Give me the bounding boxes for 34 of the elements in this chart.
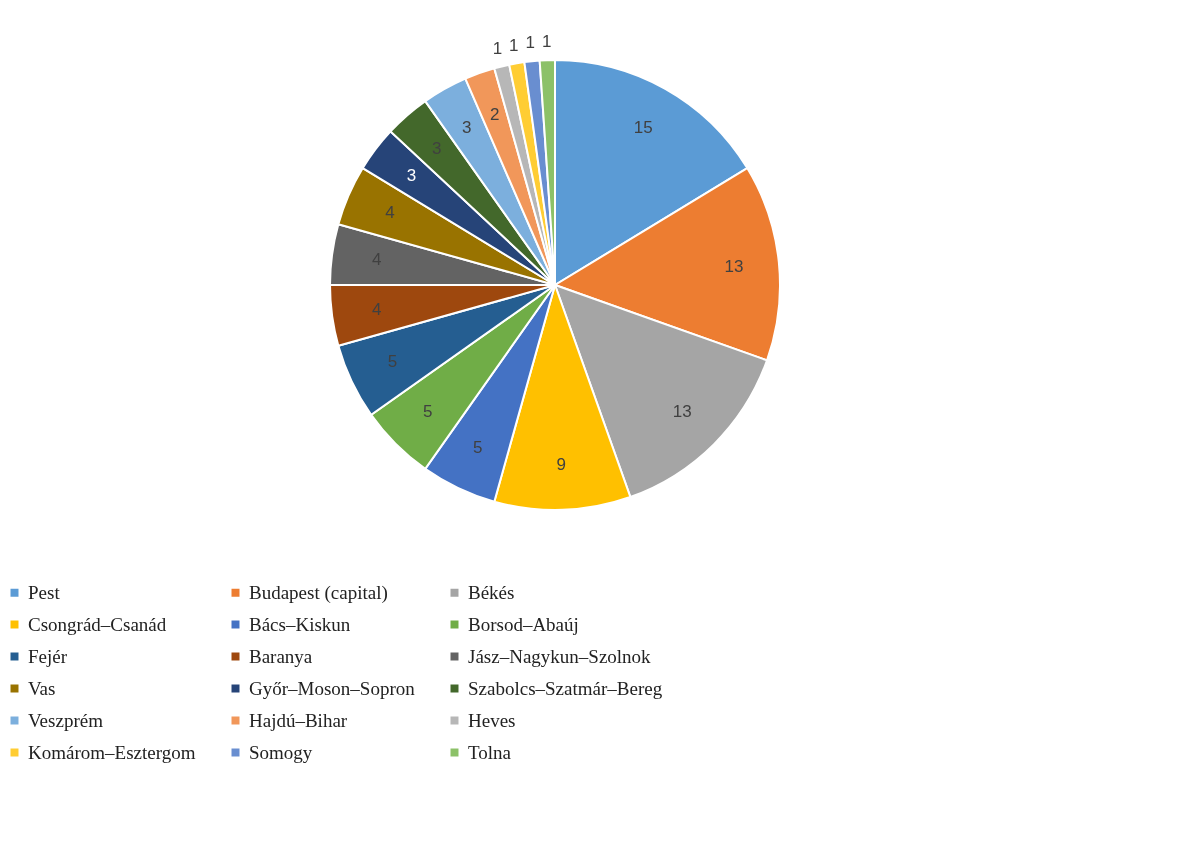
data-label: 9 [556, 454, 566, 474]
data-label: 4 [385, 203, 395, 223]
legend-label: Tolna [468, 741, 512, 763]
legend-label: Hajdú–Bihar [249, 709, 348, 731]
data-label: 5 [422, 402, 433, 422]
legend-label: Csongrád–Csanád [28, 613, 167, 635]
data-label: 2 [489, 105, 500, 125]
data-label: 5 [387, 352, 398, 372]
legend-label: Baranya [249, 645, 313, 667]
data-label: 4 [371, 299, 382, 319]
legend-label: Budapest (capital) [249, 581, 388, 604]
data-label: 13 [672, 402, 692, 422]
data-label: 3 [462, 118, 472, 138]
legend-label: Bács–Kiskun [249, 613, 351, 635]
legend-label: Borsod–Abaúj [468, 613, 579, 635]
legend-label: Győr–Moson–Sopron [249, 677, 416, 699]
legend-label: Heves [468, 709, 516, 731]
data-label: 1 [541, 32, 552, 52]
data-label: 3 [406, 166, 417, 186]
legend-label: Békés [468, 581, 515, 603]
data-label: 1 [525, 33, 535, 53]
data-label: 15 [633, 118, 653, 138]
legend-label: Pest [28, 581, 61, 603]
legend-label: Somogy [249, 741, 313, 763]
data-label: 5 [472, 437, 483, 457]
data-label: 13 [724, 256, 744, 276]
legend-label: Fejér [28, 645, 68, 667]
legend-label: Veszprém [28, 709, 104, 731]
legend-label: Jász–Nagykun–Szolnok [468, 645, 652, 667]
legend-label: Vas [28, 677, 56, 699]
legend-label: Komárom–Esztergom [28, 741, 196, 763]
legend-label: Szabolcs–Szatmár–Bereg [468, 677, 663, 699]
data-label: 1 [508, 35, 519, 55]
data-label: 1 [492, 38, 503, 58]
